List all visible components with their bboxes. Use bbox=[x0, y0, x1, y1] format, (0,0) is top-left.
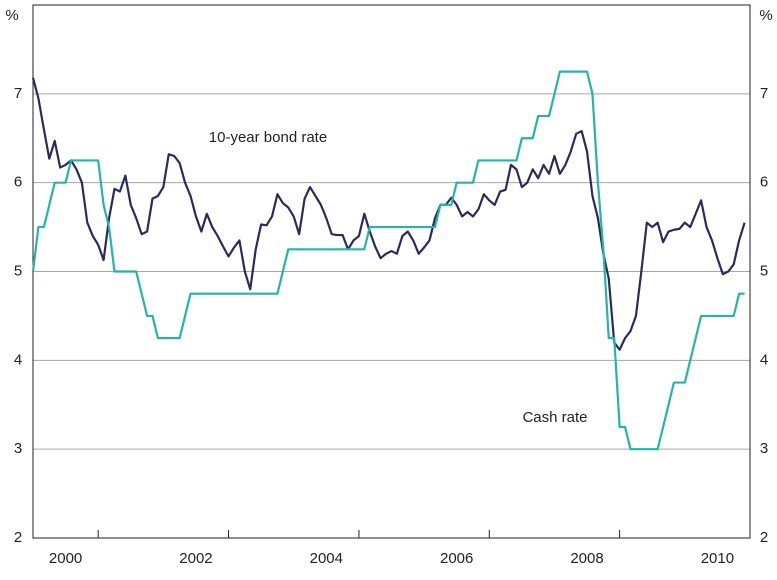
series-annotation: 10-year bond rate bbox=[209, 129, 327, 146]
series-line bbox=[31, 70, 745, 451]
y-tick-label: 5 bbox=[14, 262, 22, 279]
x-tick-label: 2004 bbox=[310, 550, 343, 567]
x-tick-label: 2000 bbox=[49, 550, 82, 567]
x-tick-label: 2010 bbox=[701, 550, 734, 567]
x-tick-label: 2006 bbox=[440, 550, 473, 567]
series-annotation: Cash rate bbox=[522, 409, 587, 426]
x-tick-label: 2002 bbox=[179, 550, 212, 567]
y2-tick-label: 3 bbox=[760, 440, 768, 457]
y2-tick-label: 4 bbox=[760, 351, 768, 368]
y-axis-label: % bbox=[5, 7, 18, 24]
y2-tick-label: 6 bbox=[760, 174, 768, 191]
y2-tick-label: 5 bbox=[760, 262, 768, 279]
x-tick-label: 2008 bbox=[570, 550, 603, 567]
y2-tick-label: 2 bbox=[760, 529, 768, 546]
y-tick-label: 6 bbox=[14, 174, 22, 191]
y-tick-label: 3 bbox=[14, 440, 22, 457]
y-tick-label: 7 bbox=[14, 85, 22, 102]
y-tick-label: 4 bbox=[14, 351, 22, 368]
y2-tick-label: 7 bbox=[760, 85, 768, 102]
series-line bbox=[31, 77, 746, 351]
y-tick-label: 2 bbox=[14, 529, 22, 546]
y2-axis-label: % bbox=[759, 7, 772, 24]
